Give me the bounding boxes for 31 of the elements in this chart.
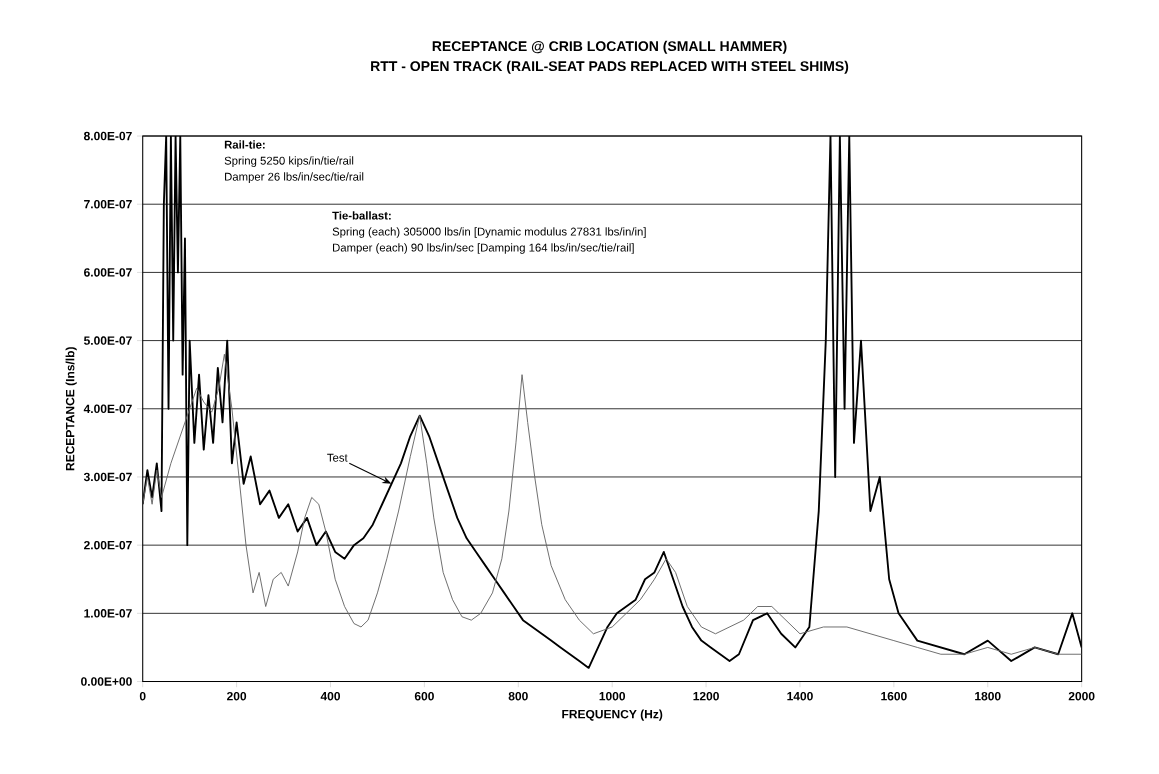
annotation: Damper 26 lbs/in/sec/tie/rail bbox=[225, 172, 364, 184]
x-tick-label: 200 bbox=[227, 692, 247, 701]
y-tick-label: 2.00E-07 bbox=[84, 541, 132, 550]
x-tick-label: 2000 bbox=[1068, 692, 1095, 701]
x-tick-label: 800 bbox=[508, 692, 528, 701]
x-tick-label: 1800 bbox=[975, 692, 1001, 701]
y-axis-title: RECEPTANCE (Ins/lb) bbox=[65, 347, 77, 471]
y-tick-label: 4.00E-07 bbox=[83, 404, 132, 414]
x-tick-label: 0 bbox=[139, 692, 146, 701]
annotation: Spring (each) 305000 lbs/in [Dynamic modulus 27831 lbs/in/in] bbox=[332, 227, 646, 239]
y-tick-label: 8.00E-07 bbox=[83, 132, 132, 141]
annotation: Spring 5250 kips/in/tie/rail bbox=[224, 156, 354, 168]
annotation: Rail-tie: bbox=[224, 140, 265, 149]
chart-subtitle: RTT - OPEN TRACK (RAIL-SEAT PADS REPLACED WITH STEEL SHIMS) bbox=[371, 61, 849, 75]
x-tick-label: 1400 bbox=[787, 692, 813, 701]
y-tick-label: 3.00E-07 bbox=[83, 472, 132, 482]
x-tick-label: 1600 bbox=[881, 692, 907, 701]
x-tick-label: 400 bbox=[320, 692, 341, 701]
x-tick-label: 1000 bbox=[599, 692, 626, 701]
y-tick-label: 1.00E-07 bbox=[84, 609, 132, 618]
y-tick-label: 0.00E+00 bbox=[81, 677, 132, 686]
text: Test bbox=[327, 454, 348, 462]
x-tick-label: 600 bbox=[414, 692, 434, 701]
chart-title: RECEPTANCE @ CRIB LOCATION (SMALL HAMMER) bbox=[432, 41, 787, 55]
y-tick-label: 6.00E-07 bbox=[84, 268, 132, 277]
x-axis-title: FREQUENCY (Hz) bbox=[562, 709, 663, 721]
y-tick-label: 5.00E-07 bbox=[83, 336, 132, 346]
annotation: Tie-ballast: bbox=[332, 211, 391, 220]
annotation: Damper (each) 90 lbs/in/sec [Damping 164 lbs/in/sec/tie/rail] bbox=[333, 243, 634, 255]
y-tick-label: 7.00E-07 bbox=[84, 200, 132, 209]
x-tick-label: 1200 bbox=[693, 692, 719, 701]
